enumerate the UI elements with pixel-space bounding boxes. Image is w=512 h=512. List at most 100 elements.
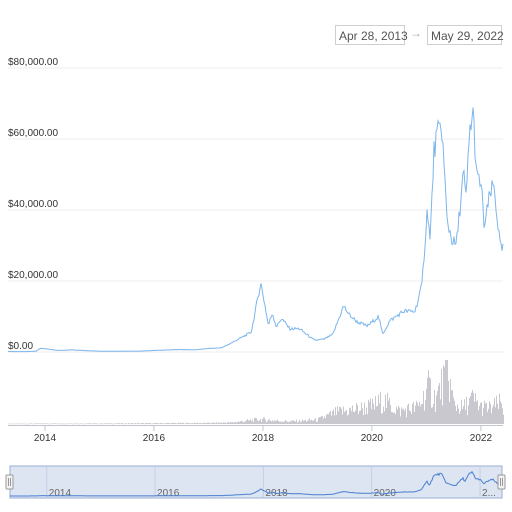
volume-bar [117, 423, 118, 424]
volume-bar [381, 413, 382, 424]
volume-bar [189, 423, 190, 424]
volume-bar [483, 407, 484, 424]
volume-bar [275, 420, 276, 424]
volume-bar [103, 423, 104, 425]
volume-bar [289, 421, 290, 424]
volume-bar [100, 423, 101, 425]
navigator-right-handle[interactable] [497, 474, 506, 490]
volume-bar [86, 423, 87, 424]
volume-bar [487, 411, 488, 424]
volume-bar [441, 369, 442, 424]
volume-bar [367, 414, 368, 424]
volume-bar [157, 423, 158, 424]
volume-bar [10, 423, 11, 425]
volume-bar [143, 422, 144, 424]
volume-bar [447, 360, 448, 424]
volume-bar [174, 423, 175, 424]
volume-bar [335, 407, 336, 424]
volume-bar [434, 390, 435, 424]
volume-bar [379, 403, 380, 424]
volume-bar [102, 423, 103, 425]
volume-bar [454, 400, 455, 424]
volume-bar [198, 423, 199, 424]
volume-bar [471, 392, 472, 424]
volume-bar [160, 422, 161, 424]
volume-bar [363, 415, 364, 424]
volume-bar [116, 423, 117, 424]
volume-bar [301, 421, 302, 424]
volume-bar [375, 396, 376, 424]
volume-bar [255, 417, 256, 424]
volume-bar [84, 423, 85, 425]
volume-bar [404, 410, 405, 424]
volume-bar [472, 389, 473, 424]
volume-bar [430, 378, 431, 424]
volume-bar [283, 421, 284, 424]
date-from-input[interactable]: Apr 28, 2013 [335, 25, 408, 45]
volume-bar [361, 402, 362, 424]
volume-bar [55, 423, 56, 424]
volume-bar [78, 423, 79, 425]
volume-bar [428, 370, 429, 424]
volume-bar [218, 422, 219, 424]
volume-bar [90, 423, 91, 424]
volume-bar [277, 419, 278, 424]
volume-bar [290, 420, 291, 424]
volume-bar [297, 422, 298, 424]
volume-bar [322, 416, 323, 424]
volume-bar [59, 423, 60, 425]
volume-bar [410, 411, 411, 424]
volume-bar [268, 419, 269, 424]
volume-bar [396, 406, 397, 424]
volume-bar [303, 420, 304, 424]
volume-bar [91, 423, 92, 425]
volume-bar [131, 423, 132, 424]
volume-bar [344, 411, 345, 424]
x-tick-label: 2016 [143, 433, 166, 444]
volume-bar [394, 412, 395, 424]
volume-bar [475, 393, 476, 424]
volume-bar [337, 406, 338, 424]
volume-bar [12, 423, 13, 425]
volume-bar [163, 423, 164, 424]
volume-bar [132, 423, 133, 424]
volume-bar [461, 399, 462, 424]
volume-bar [491, 413, 492, 424]
volume-bar [496, 395, 497, 424]
volume-bar [44, 423, 45, 424]
volume-bar [181, 423, 182, 424]
volume-bar [89, 423, 90, 424]
volume-bar [248, 420, 249, 424]
volume-bar [342, 414, 343, 424]
volume-bar [288, 422, 289, 424]
volume-bar [307, 421, 308, 424]
volume-bar [359, 410, 360, 424]
volume-bar [27, 423, 28, 425]
volume-bar [426, 388, 427, 424]
volume-bar [88, 423, 89, 425]
volume-bar [377, 405, 378, 424]
volume-bar [145, 423, 146, 424]
volume-bar [368, 399, 369, 424]
volume-bar [401, 407, 402, 424]
volume-bar [341, 408, 342, 424]
volume-bar [87, 423, 88, 425]
volume-bar [296, 419, 297, 424]
volume-bar [298, 421, 299, 424]
volume-bar [450, 378, 451, 424]
volume-bar [138, 423, 139, 424]
volume-bar [266, 422, 267, 424]
date-to-input[interactable]: May 29, 2022 [427, 25, 504, 45]
volume-bar [302, 419, 303, 424]
volume-bar [110, 423, 111, 425]
volume-bar [433, 403, 434, 424]
volume-bar [265, 419, 266, 424]
volume-bar [224, 422, 225, 424]
volume-bar [167, 422, 168, 424]
volume-bar [242, 421, 243, 424]
volume-bar [191, 423, 192, 424]
volume-bar [357, 405, 358, 424]
navigator-left-handle[interactable] [5, 474, 14, 490]
volume-bar [129, 423, 130, 425]
y-tick-label: $20,000.00 [8, 270, 58, 281]
